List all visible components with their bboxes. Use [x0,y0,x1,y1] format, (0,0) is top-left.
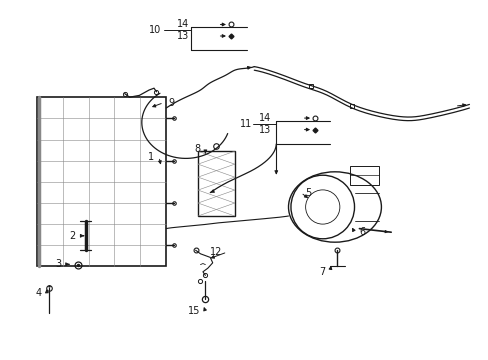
Text: 14: 14 [259,113,271,123]
Text: 15: 15 [188,306,200,316]
Text: 13: 13 [177,31,189,41]
Text: 3: 3 [55,259,61,269]
Text: 2: 2 [69,231,76,241]
Text: 6: 6 [359,227,365,237]
Text: 12: 12 [210,247,222,257]
Text: 11: 11 [239,119,251,129]
Bar [198,151,234,216]
Text: 10: 10 [149,25,161,35]
Text: 8: 8 [194,144,200,154]
Text: 1: 1 [147,152,154,162]
Bar [37,97,166,266]
Text: 5: 5 [305,188,311,198]
Bar [349,166,378,185]
Text: 4: 4 [36,288,42,298]
Text: 7: 7 [318,267,325,277]
Text: 14: 14 [177,19,189,30]
Text: 13: 13 [259,125,271,135]
Text: 9: 9 [168,98,175,108]
